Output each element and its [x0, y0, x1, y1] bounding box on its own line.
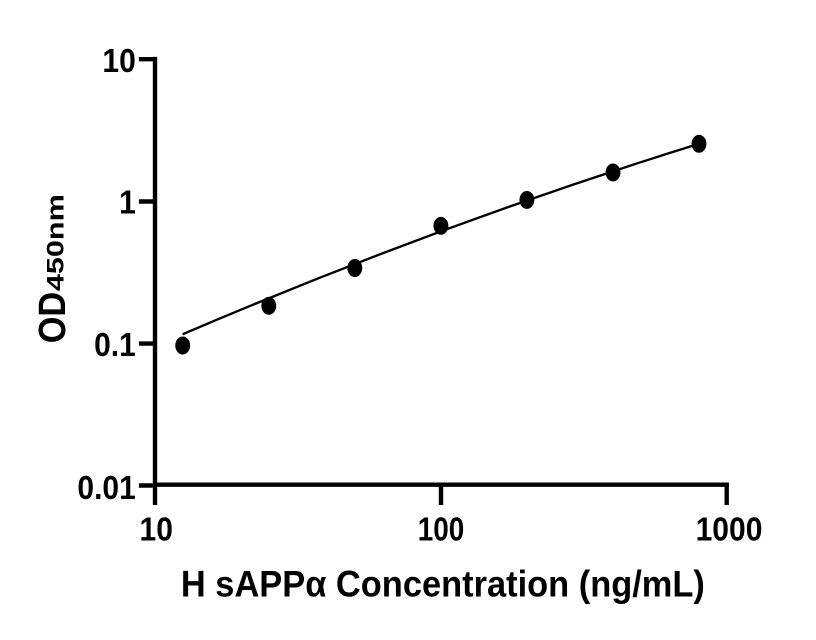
svg-text:0.01: 0.01 [77, 469, 135, 506]
svg-text:1: 1 [119, 184, 136, 221]
svg-text:OD: OD [32, 292, 74, 344]
svg-text:10: 10 [140, 511, 173, 548]
svg-text:10: 10 [102, 42, 135, 79]
svg-text:1000: 1000 [696, 511, 763, 548]
svg-text:100: 100 [418, 511, 465, 548]
svg-text:0.1: 0.1 [94, 326, 136, 363]
svg-text:H sAPPα Concentration (ng/mL): H sAPPα Concentration (ng/mL) [181, 564, 705, 605]
svg-text:450nm: 450nm [42, 194, 69, 291]
